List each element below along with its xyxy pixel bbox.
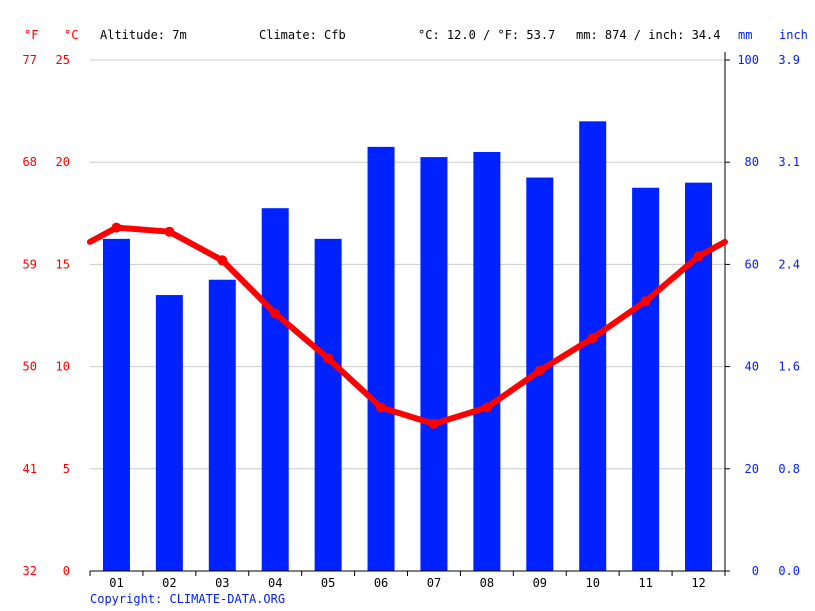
tick-label-fahrenheit: 32 [23,564,37,578]
month-label: 10 [585,576,599,590]
precipitation-bar [473,151,501,572]
tick-label-celsius: 25 [56,53,70,67]
month-label: 03 [215,576,229,590]
temperature-point [534,365,545,376]
inch-unit-label: inch [779,28,808,42]
month-label: 02 [162,576,176,590]
precipitation-bar [155,295,183,571]
tick-label-fahrenheit: 68 [23,155,37,169]
month-label: 11 [638,576,652,590]
temperature-point [270,308,281,319]
climate-label: Climate: Cfb [259,28,346,42]
precipitation-bars [102,121,713,572]
month-label: 05 [321,576,335,590]
month-label: 07 [427,576,441,590]
tick-label-celsius: 15 [56,257,70,271]
tick-label-celsius: 20 [56,155,70,169]
month-label: 06 [374,576,388,590]
precipitation-bar [632,187,660,571]
tick-label-inch: 3.9 [778,53,800,67]
celsius-unit-label: °C [64,28,79,42]
temperature-point [587,332,598,343]
tick-label-fahrenheit: 41 [23,462,37,476]
temperature-point [217,255,228,266]
month-label: 01 [109,576,123,590]
temperature-line [87,222,728,429]
precipitation-bar [208,279,236,571]
mm-unit-label: mm [738,28,753,42]
temperature-point [111,222,122,233]
temperature-point [640,296,651,307]
tick-label-mm: 100 [737,53,759,67]
tick-label-mm: 60 [745,257,759,271]
temperature-point [693,251,704,262]
tick-label-mm: 40 [745,360,759,374]
tick-label-inch: 0.8 [778,462,800,476]
precipitation-bar [685,182,713,571]
month-label: 04 [268,576,282,590]
month-label: 09 [533,576,547,590]
tick-label-fahrenheit: 77 [23,53,37,67]
temperature-point [164,226,175,237]
precipitation-bar [102,238,130,571]
grid-lines [90,59,725,470]
precipitation-bar [367,146,395,571]
precipitation-bar [261,208,289,571]
tick-label-celsius: 5 [63,462,70,476]
altitude-label: Altitude: 7m [100,28,187,42]
tick-label-inch: 2.4 [778,257,800,271]
copyright-link[interactable]: Copyright: CLIMATE-DATA.ORG [90,592,286,606]
tick-label-inch: 3.1 [778,155,800,169]
tick-label-mm: 80 [745,155,759,169]
average-temperature-label: °C: 12.0 / °F: 53.7 [418,28,556,42]
tick-label-inch: 1.6 [778,360,800,374]
tick-label-celsius: 0 [63,564,70,578]
tick-label-fahrenheit: 50 [23,360,37,374]
fahrenheit-unit-label: °F [24,28,39,42]
temperature-point [481,402,492,413]
temperature-point [376,402,387,413]
temperature-series-line [87,224,728,427]
temperature-point [323,353,334,364]
tick-labels: 32 0 0 0.0 41 5 20 0.8 50 10 40 1.6 59 15 60 2.4 68 20 80 3… [23,53,800,590]
month-label: 12 [691,576,705,590]
tick-label-fahrenheit: 59 [23,257,37,271]
tick-label-mm: 20 [745,462,759,476]
tick-label-inch: 0.0 [778,564,800,578]
axes [89,52,730,576]
precipitation-bar [314,238,342,571]
temperature-point [428,418,439,429]
tick-label-celsius: 10 [56,360,70,374]
total-precipitation-label: mm: 874 / inch: 34.4 [576,28,721,42]
month-label: 08 [480,576,494,590]
tick-label-mm: 0 [752,564,759,578]
precipitation-bar [420,157,448,571]
